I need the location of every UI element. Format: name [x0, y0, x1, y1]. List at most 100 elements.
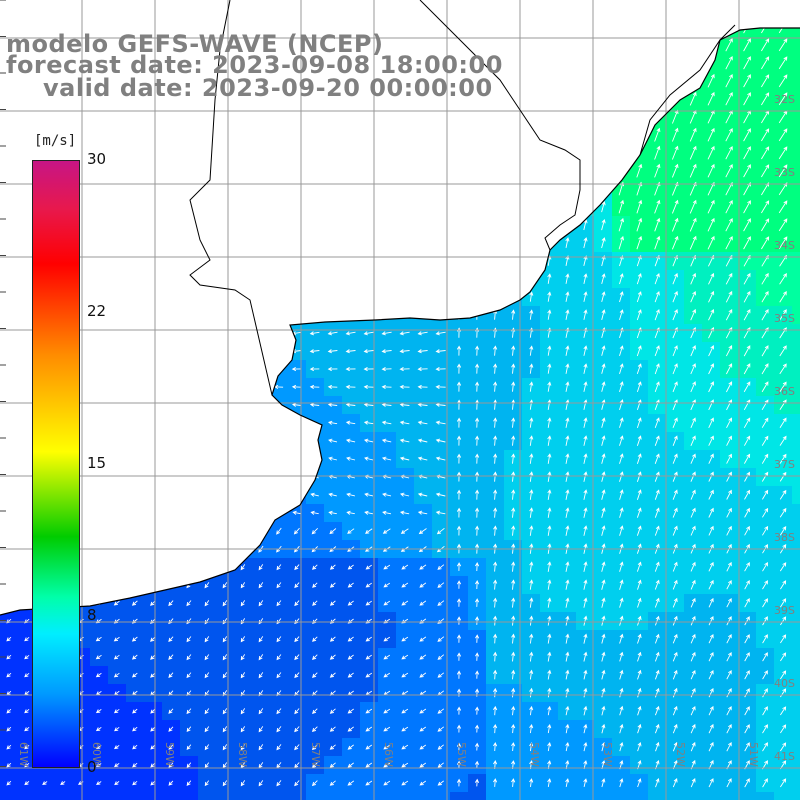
wind-arrow: [114, 726, 120, 732]
wind-arrow: [744, 634, 750, 644]
wind-arrow: [690, 687, 696, 698]
wind-arrow: [762, 688, 768, 698]
wind-arrow: [222, 582, 228, 589]
wind-arrow: [401, 564, 409, 570]
lat-label: 35S: [774, 312, 795, 325]
wind-arrow: [381, 420, 392, 425]
wind-arrow: [708, 687, 714, 698]
wind-arrow: [601, 489, 606, 500]
wind-arrow: [778, 236, 788, 250]
speed-cell: [792, 342, 800, 361]
speed-cell: [792, 306, 800, 325]
wind-arrow: [240, 780, 246, 787]
wind-arrow: [475, 652, 480, 661]
wind-arrow: [419, 726, 427, 732]
wind-arrow: [204, 636, 210, 643]
speed-cell: [450, 792, 469, 800]
wind-arrow: [417, 331, 428, 336]
wind-arrow: [671, 217, 679, 232]
wind-arrow: [601, 309, 606, 321]
wind-arrow: [132, 780, 138, 786]
wind-arrow: [547, 525, 552, 536]
wind-arrow: [654, 597, 660, 608]
wind-arrow: [493, 381, 498, 392]
wind-arrow: [744, 579, 750, 590]
wind-arrow: [401, 582, 409, 588]
wind-arrow: [690, 453, 696, 464]
speed-cell: [270, 792, 289, 800]
wind-arrow: [583, 417, 588, 428]
wind-arrow: [690, 381, 696, 393]
speed-cell: [540, 792, 559, 800]
wind-arrow: [671, 199, 679, 214]
wind-arrow: [636, 273, 642, 285]
wind-arrow: [401, 744, 409, 750]
wind-arrow: [204, 762, 210, 769]
wind-arrow: [309, 384, 320, 389]
wind-arrow: [329, 672, 336, 678]
wind-arrow: [583, 687, 588, 698]
wind-arrow: [654, 217, 661, 232]
wind-arrow: [382, 528, 391, 534]
lon-label: 57W: [309, 742, 322, 767]
wind-arrow: [311, 780, 318, 787]
wind-arrow: [435, 456, 446, 461]
wind-arrow: [619, 291, 624, 303]
wind-arrow: [583, 219, 588, 231]
wind-arrow: [743, 236, 751, 250]
wind-arrow: [511, 345, 516, 356]
wind-arrow: [456, 670, 462, 679]
wind-arrow: [689, 217, 697, 232]
wind-arrow: [529, 633, 534, 644]
wind-arrow: [761, 417, 769, 428]
wind-arrow: [312, 636, 318, 642]
wind-arrow: [346, 510, 355, 515]
wind-arrow: [529, 742, 534, 752]
wind-arrow: [547, 435, 552, 446]
wind-arrow: [637, 669, 642, 680]
wind-arrow: [743, 381, 751, 393]
wind-arrow: [276, 744, 282, 751]
wind-arrow: [437, 618, 445, 624]
wind-arrow: [309, 331, 320, 336]
speed-cell: [792, 792, 800, 800]
wind-arrow: [672, 705, 678, 716]
wind-arrow: [258, 744, 264, 751]
wind-arrow: [511, 633, 516, 644]
wind-arrow: [291, 402, 302, 407]
wind-arrow: [347, 654, 354, 660]
wind-arrow: [312, 582, 318, 588]
wind-arrow: [6, 744, 12, 750]
speed-cell: [792, 612, 800, 631]
speed-cell: [468, 792, 487, 800]
wind-arrow: [654, 399, 660, 411]
wind-arrow: [529, 507, 534, 518]
wind-arrow: [222, 618, 228, 625]
wind-arrow: [529, 561, 534, 572]
wind-arrow: [619, 363, 624, 375]
wind-arrow: [689, 163, 697, 178]
wind-arrow: [365, 564, 372, 570]
wind-arrow: [708, 561, 714, 572]
lon-label: 52W: [674, 742, 687, 767]
wind-arrow: [565, 453, 570, 464]
wind-arrow: [762, 652, 768, 662]
wind-arrow: [529, 363, 534, 374]
wind-arrow: [6, 780, 12, 786]
wind-arrow: [222, 726, 228, 733]
wind-arrow: [419, 600, 427, 606]
wind-arrow: [743, 345, 751, 357]
wind-arrow: [401, 636, 409, 642]
wind-arrow: [399, 402, 410, 407]
wind-arrow: [708, 399, 714, 411]
wind-arrow: [601, 669, 606, 680]
speed-cell: [180, 792, 199, 800]
wind-arrow: [258, 582, 264, 589]
wind-arrow: [778, 74, 788, 88]
wind-arrow: [311, 726, 318, 732]
wind-arrow: [743, 164, 751, 178]
wind-arrow: [708, 489, 714, 500]
wind-arrow: [95, 727, 102, 732]
wind-arrow: [761, 146, 770, 160]
wind-arrow: [601, 435, 606, 446]
